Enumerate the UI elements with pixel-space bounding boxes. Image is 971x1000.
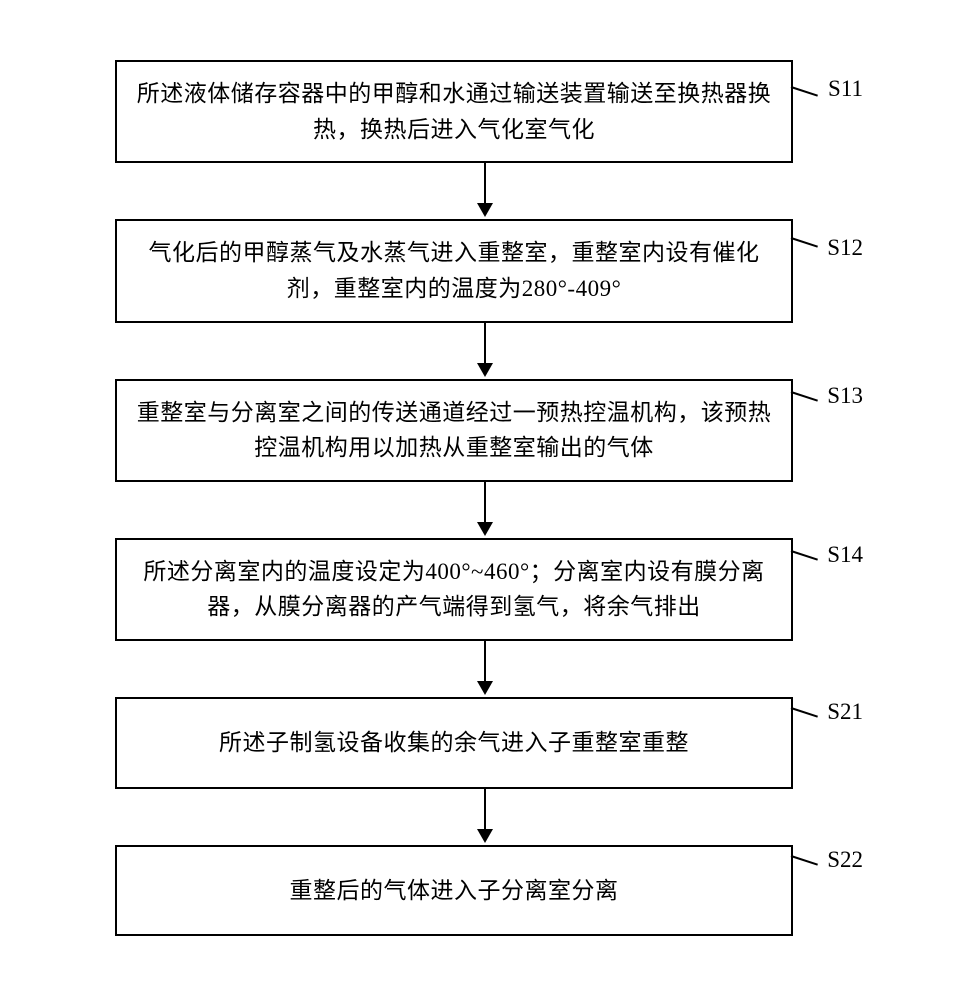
step-label-s11: S11 (828, 76, 863, 102)
arrow-line (484, 482, 486, 522)
step-label-s14: S14 (827, 542, 863, 568)
arrow-head-icon (477, 203, 493, 217)
arrow-head-icon (477, 829, 493, 843)
step-text: 所述分离室内的温度设定为400°~460°；分离室内设有膜分离器，从膜分离器的产… (135, 554, 773, 625)
step-label-s22: S22 (827, 847, 863, 873)
arrow-2 (146, 323, 824, 379)
step-row-2: 气化后的甲醇蒸气及水蒸气进入重整室，重整室内设有催化剂，重整室内的温度为280°… (115, 219, 855, 322)
step-box-s14: 所述分离室内的温度设定为400°~460°；分离室内设有膜分离器，从膜分离器的产… (115, 538, 793, 641)
step-box-s22: 重整后的气体进入子分离室分离 (115, 845, 793, 937)
connector-line (791, 391, 818, 402)
connector-line (791, 86, 818, 97)
arrow-head-icon (477, 681, 493, 695)
step-text: 气化后的甲醇蒸气及水蒸气进入重整室，重整室内设有催化剂，重整室内的温度为280°… (135, 235, 773, 306)
arrow-1 (146, 163, 824, 219)
arrow-3 (146, 482, 824, 538)
connector-line (791, 855, 818, 866)
arrow-4 (146, 641, 824, 697)
step-label-s12: S12 (827, 235, 863, 261)
arrow-line (484, 641, 486, 681)
step-box-s21: 所述子制氢设备收集的余气进入子重整室重整 (115, 697, 793, 789)
step-row-5: 所述子制氢设备收集的余气进入子重整室重整 S21 (115, 697, 855, 789)
arrow-line (484, 789, 486, 829)
arrow-head-icon (477, 363, 493, 377)
arrow-line (484, 323, 486, 363)
step-label-s13: S13 (827, 383, 863, 409)
step-box-s12: 气化后的甲醇蒸气及水蒸气进入重整室，重整室内设有催化剂，重整室内的温度为280°… (115, 219, 793, 322)
step-text: 所述子制氢设备收集的余气进入子重整室重整 (219, 725, 689, 761)
step-box-s13: 重整室与分离室之间的传送通道经过一预热控温机构，该预热控温机构用以加热从重整室输… (115, 379, 793, 482)
step-text: 重整室与分离室之间的传送通道经过一预热控温机构，该预热控温机构用以加热从重整室输… (135, 395, 773, 466)
flowchart-container: 所述液体储存容器中的甲醇和水通过输送装置输送至换热器换热，换热后进入气化室气化 … (115, 60, 855, 936)
connector-line (791, 707, 818, 718)
step-box-s11: 所述液体储存容器中的甲醇和水通过输送装置输送至换热器换热，换热后进入气化室气化 (115, 60, 793, 163)
connector-line (791, 550, 818, 561)
connector-line (791, 237, 818, 248)
step-row-1: 所述液体储存容器中的甲醇和水通过输送装置输送至换热器换热，换热后进入气化室气化 … (115, 60, 855, 163)
step-text: 重整后的气体进入子分离室分离 (290, 873, 619, 909)
step-text: 所述液体储存容器中的甲醇和水通过输送装置输送至换热器换热，换热后进入气化室气化 (135, 76, 773, 147)
step-label-s21: S21 (827, 699, 863, 725)
step-row-3: 重整室与分离室之间的传送通道经过一预热控温机构，该预热控温机构用以加热从重整室输… (115, 379, 855, 482)
step-row-6: 重整后的气体进入子分离室分离 S22 (115, 845, 855, 937)
arrow-line (484, 163, 486, 203)
arrow-head-icon (477, 522, 493, 536)
step-row-4: 所述分离室内的温度设定为400°~460°；分离室内设有膜分离器，从膜分离器的产… (115, 538, 855, 641)
arrow-5 (146, 789, 824, 845)
